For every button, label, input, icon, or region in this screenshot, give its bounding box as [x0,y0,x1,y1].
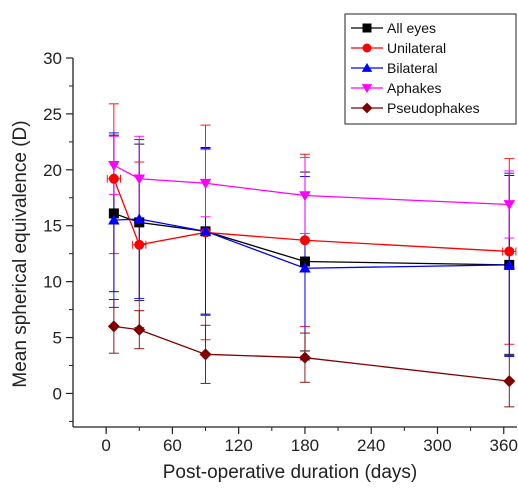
legend-marker [361,102,373,114]
data-point [503,200,516,211]
data-point [504,246,515,257]
legend-box [344,13,517,125]
x-tick-label: 360 [490,436,518,455]
y-axis-title: Mean spherical equivalence (D) [10,120,31,387]
x-tick-label: 0 [101,436,110,455]
data-point [299,256,310,267]
legend-label: Pseudophakes [387,100,480,116]
legend-label: Bilateral [387,60,438,76]
y-tick-label: 0 [53,384,62,403]
data-point [108,173,119,184]
data-point [199,225,212,236]
series-line [113,178,510,253]
legend-marker [361,84,373,94]
x-tick-label: 120 [224,436,252,455]
legend-label: Unilateral [387,40,446,56]
legend-marker [362,23,372,33]
x-axis-title: Post-operative duration (days) [163,462,418,483]
data-point [108,208,119,219]
data-point [299,235,310,246]
data-point [299,262,311,273]
x-tick-label: 180 [291,436,319,455]
x-tick-label: 60 [163,436,182,455]
legend-label: Aphakes [387,80,441,96]
data-point [134,239,145,250]
y-tick-label: 30 [43,49,62,68]
data-point [299,191,311,202]
data-point [503,375,516,388]
y-tick-label: 15 [43,217,62,236]
series-markers [107,161,516,388]
y-tick-label: 10 [43,273,62,292]
series-line [113,212,510,266]
data-point [199,348,212,361]
legend-label: All eyes [387,20,436,36]
data-point [108,161,120,172]
data-point [298,351,311,364]
legend-marker [361,62,373,72]
y-tick-label: 20 [43,161,62,180]
series-line [113,325,510,382]
x-tick-label: 300 [423,436,451,455]
data-point [133,323,146,336]
y-tick-label: 5 [53,329,62,348]
data-point [133,174,146,185]
data-point [199,178,212,189]
data-point [503,259,516,270]
x-tick-label: 240 [357,436,385,455]
error-bars [106,103,517,408]
data-point [133,213,146,224]
series-line [113,164,510,206]
series-lines [113,164,510,382]
data-point [107,320,120,333]
data-point [108,214,120,225]
legend-marker [362,43,372,53]
legend: All eyes Unilateral Bilateral Aphakes Pseudo… [344,13,517,125]
y-tick-label: 25 [43,105,62,124]
